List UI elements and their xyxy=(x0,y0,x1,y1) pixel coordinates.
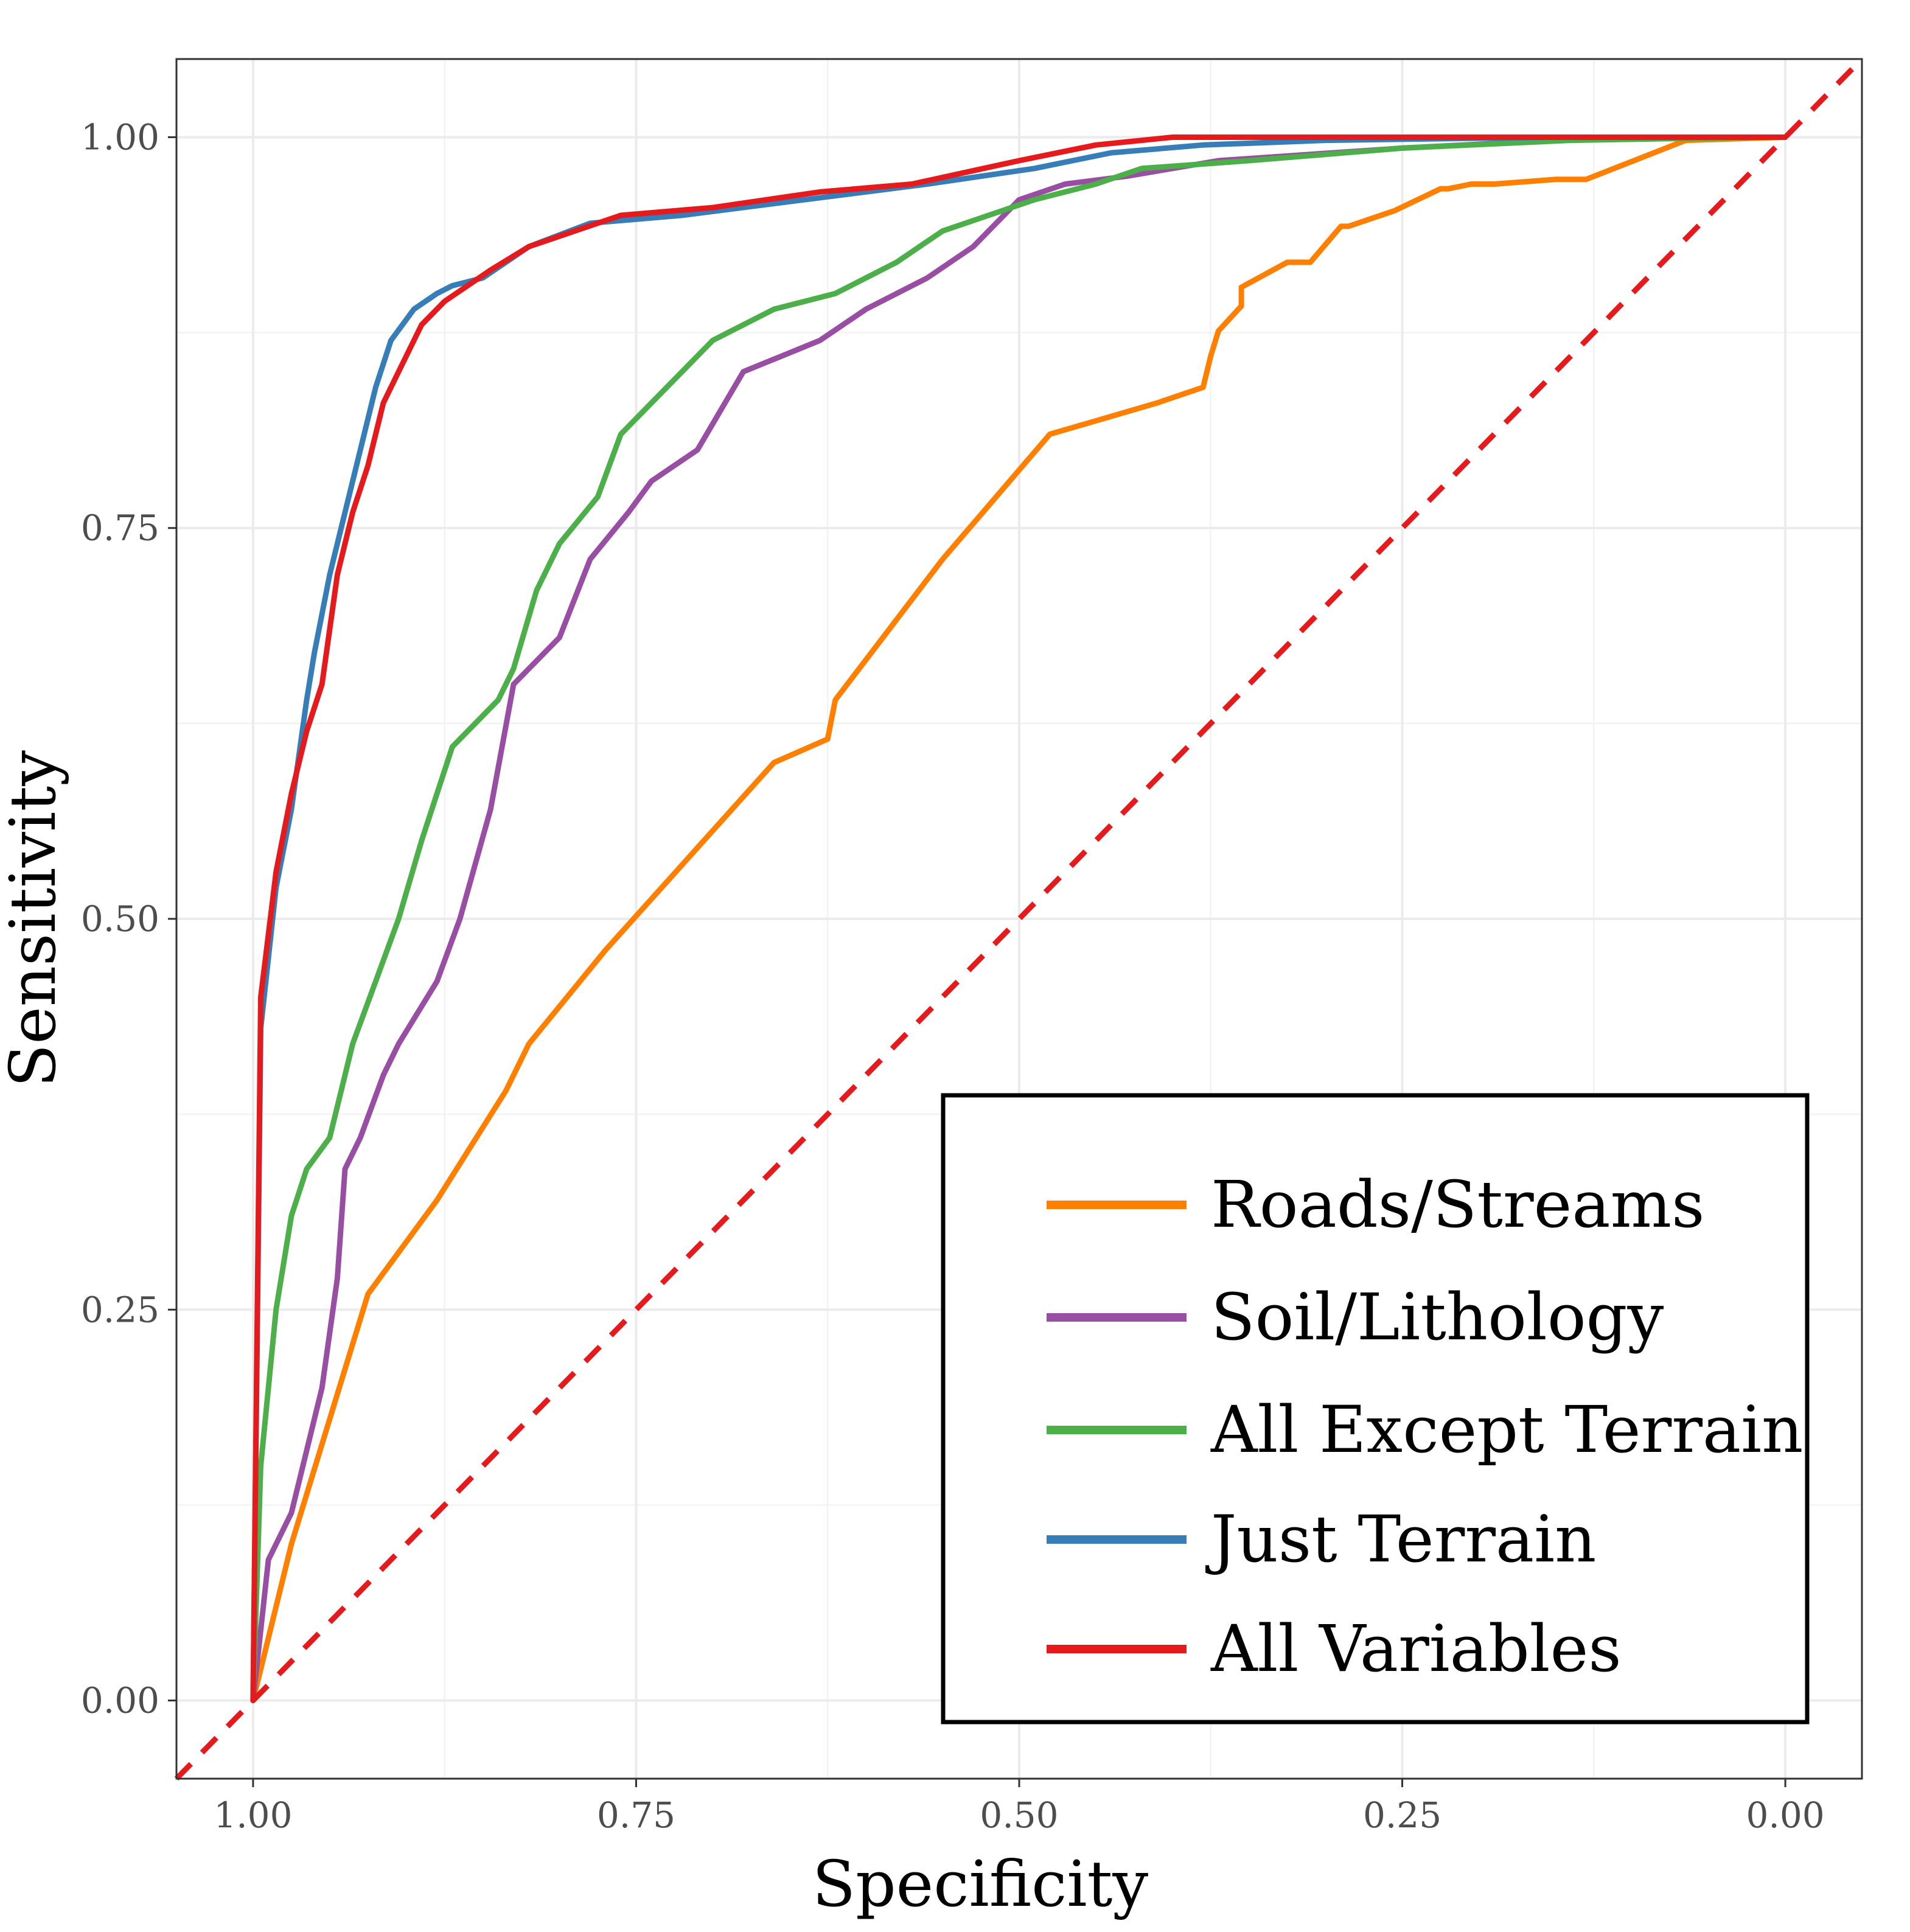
legend-label: All Except Terrain xyxy=(1210,1392,1803,1467)
x-axis-title: Specificity xyxy=(812,1847,1149,1921)
legend-label: All Variables xyxy=(1210,1611,1622,1686)
y-tick-label: 0.25 xyxy=(81,1289,159,1330)
series-line-all-variables xyxy=(250,134,1788,1703)
series-line-roads-streams xyxy=(250,134,1788,1703)
y-tick-label: 0.00 xyxy=(81,1680,159,1721)
y-tick-label: 0.75 xyxy=(81,507,159,549)
series-layer xyxy=(250,134,1788,1703)
y-tick-label: 1.00 xyxy=(81,116,159,158)
legend-box xyxy=(941,1093,1810,1725)
series-line-all-except-terrain xyxy=(250,134,1758,1703)
x-tick-label: 0.50 xyxy=(980,1794,1058,1836)
y-axis: 0.00 0.25 0.50 0.75 1.00 xyxy=(81,116,176,1721)
x-tick-label: 1.00 xyxy=(214,1794,292,1836)
x-tick-label: 0.25 xyxy=(1363,1794,1441,1836)
x-tick-label: 0.00 xyxy=(1746,1794,1825,1836)
x-tick-label: 0.75 xyxy=(597,1794,675,1836)
legend-label: Soil/Lithology xyxy=(1211,1280,1664,1355)
legend: Roads/Streams Soil/Lithology All Except Te… xyxy=(941,1093,1810,1725)
legend-label: Roads/Streams xyxy=(1211,1167,1705,1242)
x-axis: 1.00 0.75 0.50 0.25 0.00 xyxy=(214,1779,1825,1836)
y-tick-label: 0.50 xyxy=(81,898,159,940)
series-line-just-terrain xyxy=(250,134,1788,1703)
legend-label: Just Terrain xyxy=(1205,1502,1596,1577)
y-axis-title: Sensitivity xyxy=(0,750,70,1087)
series-line-soil-lithology xyxy=(250,134,1758,1703)
